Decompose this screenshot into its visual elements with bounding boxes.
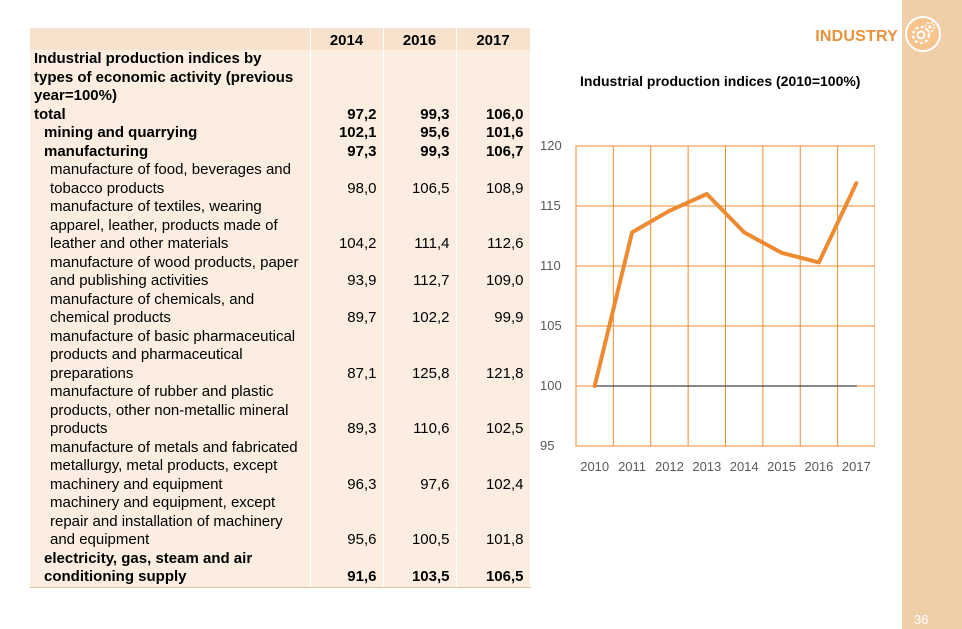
row-value: 109,0 [456,253,531,291]
row-label: manufacture of rubber and plastic produc… [30,383,311,439]
table-row: mining and quarrying 102,1 95,6 101,6 [30,124,531,143]
table-heading: Industrial production indices by types o… [30,50,311,106]
table-row: total 97,2 99,3 106,0 [30,105,531,124]
row-value: 103,5 [383,549,457,588]
row-value: 96,3 [310,438,384,494]
row-value: 99,3 [383,105,457,124]
row-label: machinery and equipment, except repair a… [30,494,311,550]
row-label: manufacture of wood products, paper and … [30,253,311,291]
row-value: 87,1 [310,327,384,383]
table-row: manufacture of chemicals, and chemical p… [30,290,531,328]
row-value: 125,8 [383,327,457,383]
section-title: INDUSTRY [815,28,898,45]
row-label: electricity, gas, steam and air conditio… [30,549,311,588]
gear-icon [905,16,941,52]
row-value: 100,5 [383,494,457,550]
row-value: 106,0 [456,105,531,124]
row-value: 98,0 [310,161,384,198]
x-tick-label: 2010 [580,459,609,474]
x-tick-label: 2012 [655,459,684,474]
row-value: 110,6 [383,383,457,439]
table-row: manufacture of rubber and plastic produc… [30,383,531,439]
chart-title: Industrial production indices (2010=100%… [580,73,861,89]
y-tick-label: 110 [540,258,561,273]
row-value: 106,7 [456,142,531,161]
line-chart: 95 100 105 110 115 120 2010 2011 2012 2013 2014 201… [540,138,875,474]
row-label: manufacturing [30,142,311,161]
column-header: 2016 [383,28,457,50]
y-tick-label: 105 [540,318,562,333]
row-value: 89,7 [310,290,384,328]
y-tick-label: 100 [540,378,562,393]
row-value: 101,8 [456,494,531,550]
table-row: manufacture of textiles, wearing apparel… [30,198,531,254]
table-header-row: 2014 2016 2017 [30,28,531,50]
row-value: 99,3 [383,142,457,161]
column-header: 2017 [456,28,531,50]
page-number: 36 [914,612,929,627]
row-value: 89,3 [310,383,384,439]
column-header: 2014 [310,28,384,50]
row-value: 95,6 [310,494,384,550]
row-value: 104,2 [310,198,384,254]
row-value: 102,5 [456,383,531,439]
x-tick-label: 2014 [730,459,759,474]
table-row: electricity, gas, steam and air conditio… [30,549,531,588]
row-value: 95,6 [383,124,457,143]
x-tick-label: 2011 [618,459,646,474]
row-value: 106,5 [383,161,457,198]
row-label: manufacture of basic pharmaceutical prod… [30,327,311,383]
y-tick-label: 120 [540,138,562,153]
row-value: 97,6 [383,438,457,494]
row-value: 101,6 [456,124,531,143]
row-value: 121,8 [456,327,531,383]
x-tick-label: 2017 [842,459,871,474]
row-value: 102,2 [383,290,457,328]
row-value: 91,6 [310,549,384,588]
row-value: 102,1 [310,124,384,143]
y-tick-label: 115 [540,198,561,213]
row-value: 99,9 [456,290,531,328]
row-label: manufacture of metals and fabricated met… [30,438,311,494]
row-label: mining and quarrying [30,124,311,143]
side-band [902,0,962,629]
x-tick-label: 2016 [804,459,833,474]
column-header [30,28,311,50]
row-value: 108,9 [456,161,531,198]
row-label: manufacture of textiles, wearing apparel… [30,198,311,254]
row-value: 111,4 [383,198,457,254]
row-value: 97,2 [310,105,384,124]
row-value: 112,6 [456,198,531,254]
x-tick-label: 2015 [767,459,796,474]
x-tick-label: 2013 [692,459,721,474]
table-row: machinery and equipment, except repair a… [30,494,531,550]
row-value: 93,9 [310,253,384,291]
row-label: total [30,105,311,124]
row-label: manufacture of chemicals, and chemical p… [30,290,311,328]
table-row: manufacturing 97,3 99,3 106,7 [30,142,531,161]
table-row: manufacture of wood products, paper and … [30,253,531,291]
row-value: 112,7 [383,253,457,291]
table-row: manufacture of food, beverages and tobac… [30,161,531,198]
table-row: manufacture of metals and fabricated met… [30,438,531,494]
row-value: 102,4 [456,438,531,494]
table-row: manufacture of basic pharmaceutical prod… [30,327,531,383]
row-value: 106,5 [456,549,531,588]
row-label: manufacture of food, beverages and tobac… [30,161,311,198]
indices-table: 2014 2016 2017 Industrial production ind… [30,28,531,588]
y-tick-label: 95 [540,438,554,453]
row-value: 97,3 [310,142,384,161]
table-heading-row: Industrial production indices by types o… [30,50,531,106]
index-series-line [592,181,859,388]
